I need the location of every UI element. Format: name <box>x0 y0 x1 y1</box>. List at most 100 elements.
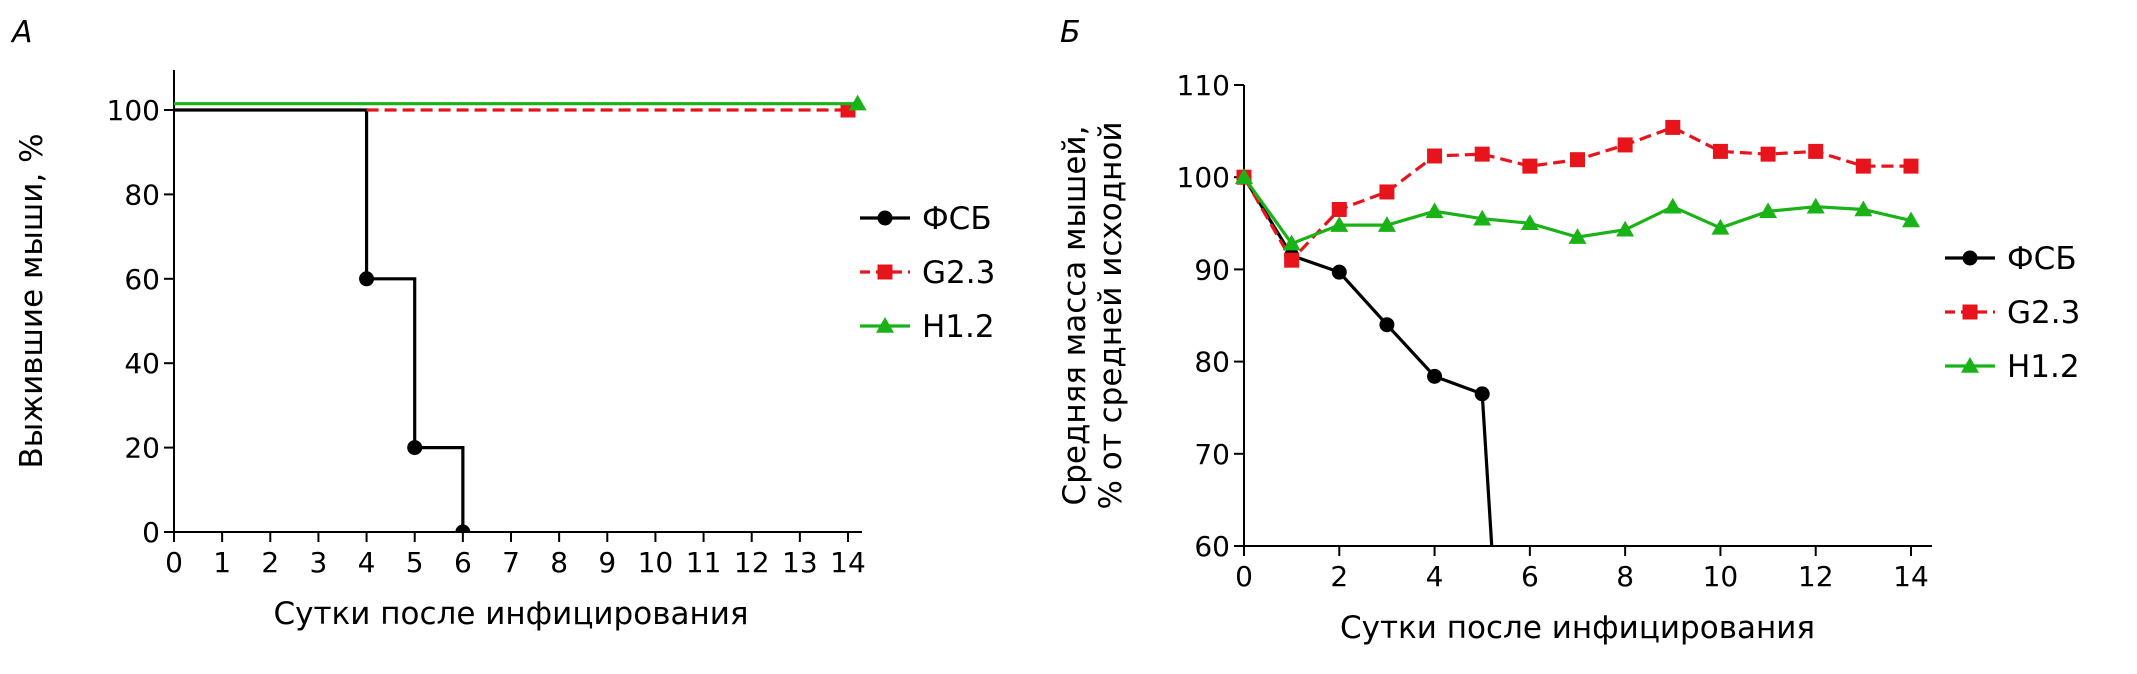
data-point <box>1425 202 1444 219</box>
data-point <box>1663 197 1682 214</box>
y-tick-label: 60 <box>1194 530 1230 563</box>
x-tick-label: 6 <box>1521 560 1539 593</box>
data-point <box>407 440 423 456</box>
x-tick-label: 2 <box>261 546 279 579</box>
data-point <box>1427 368 1443 384</box>
data-point <box>1331 264 1347 280</box>
y-tick-label: 90 <box>1194 253 1230 286</box>
legend-label: G2.3 <box>2007 295 2080 331</box>
series-line-ФСБ <box>174 108 465 532</box>
data-point <box>1473 209 1492 226</box>
data-point <box>1568 228 1587 244</box>
data-point <box>848 94 867 111</box>
x-tick-label: 9 <box>598 546 616 579</box>
data-point <box>1331 201 1347 217</box>
panel-b-weight-chart: Б 60 70 80 90 100 110 0 2 4 6 8 10 12 14 Сутки после ин… <box>1057 15 2080 646</box>
legend-marker <box>876 317 894 333</box>
y-tick-label: 110 <box>1177 69 1230 102</box>
data-point <box>1616 220 1635 237</box>
series-line-ФСБ <box>1242 176 1494 546</box>
data-point <box>1855 158 1871 174</box>
data-point <box>1522 158 1538 174</box>
plot-area <box>174 94 867 532</box>
data-point <box>1806 197 1825 214</box>
data-point <box>1665 119 1681 135</box>
x-tick-label: 3 <box>310 546 328 579</box>
y-tick-label: 20 <box>124 432 160 465</box>
data-point <box>1427 148 1443 164</box>
x-tick-label: 6 <box>454 546 472 579</box>
data-point <box>1520 214 1539 231</box>
x-tick-label: 2 <box>1330 560 1348 593</box>
x-tick-label: 12 <box>1798 560 1834 593</box>
data-point <box>1711 218 1730 235</box>
data-point <box>1903 158 1919 174</box>
data-point <box>1474 146 1490 162</box>
y-tick-label: 70 <box>1194 438 1230 471</box>
x-axis-label: Сутки после инфицирования <box>273 596 748 632</box>
x-tick-label: 8 <box>1616 560 1634 593</box>
legend-label: H1.2 <box>2007 349 2080 385</box>
data-point <box>1330 216 1349 232</box>
x-tick-label: 4 <box>1426 560 1444 593</box>
data-point <box>1808 143 1824 159</box>
legend-marker <box>1962 304 1978 320</box>
x-tick-label: 12 <box>734 546 770 579</box>
y-tick-label: 100 <box>107 94 160 127</box>
x-tick-label: 10 <box>1703 560 1739 593</box>
data-point <box>1474 386 1490 402</box>
panel-label: Б <box>1060 15 1081 50</box>
data-point <box>1617 137 1633 153</box>
y-axis-label-line: Средняя масса мышей, <box>1057 126 1093 506</box>
legend-entry: G2.3 <box>1945 295 2080 331</box>
x-tick-label: 7 <box>502 546 520 579</box>
data-point <box>1712 143 1728 159</box>
x-tick-label: 5 <box>406 546 424 579</box>
data-point <box>455 524 471 532</box>
legend-label: ФСБ <box>922 201 992 237</box>
legend-marker <box>1962 250 1978 266</box>
legend-label: ФСБ <box>2007 241 2077 277</box>
data-point <box>1760 146 1776 162</box>
data-point <box>1284 252 1300 268</box>
legend-entry: ФСБ <box>1945 241 2077 277</box>
y-tick-label: 80 <box>124 178 160 211</box>
data-point <box>1902 211 1920 228</box>
x-tick-label: 0 <box>1235 560 1253 593</box>
legend-entry: H1.2 <box>1945 349 2080 385</box>
legend-marker <box>1961 357 1979 373</box>
x-tick-label: 13 <box>782 546 818 579</box>
data-point <box>1377 216 1396 232</box>
y-tick-label: 40 <box>124 347 160 380</box>
x-tick-label: 1 <box>213 546 231 579</box>
y-tick-label: 100 <box>1177 161 1230 194</box>
y-axis-label: Выжившие мыши, % <box>14 133 50 468</box>
data-point <box>1759 202 1778 219</box>
x-tick-label: 14 <box>830 546 866 579</box>
legend-entry: G2.3 <box>860 255 995 291</box>
legend-entry: ФСБ <box>860 201 992 237</box>
y-tick-label: 0 <box>142 516 160 549</box>
x-tick-label: 0 <box>165 546 183 579</box>
x-tick-label: 10 <box>638 546 674 579</box>
panel-label: А <box>10 15 33 50</box>
data-point <box>1282 234 1301 251</box>
legend-label: H1.2 <box>922 309 995 345</box>
x-tick-label: 14 <box>1893 560 1929 593</box>
x-tick-label: 8 <box>550 546 568 579</box>
x-axis-label: Сутки после инфицирования <box>1340 610 1815 646</box>
data-point <box>1570 152 1585 168</box>
plot-area <box>1235 119 1920 546</box>
y-axis-label-line: % от средней исходной <box>1093 121 1129 509</box>
data-point <box>359 271 375 287</box>
x-tick-label: 11 <box>686 546 722 579</box>
y-tick-label: 60 <box>124 263 160 296</box>
x-tick-label: 4 <box>358 546 376 579</box>
legend-label: G2.3 <box>922 255 995 291</box>
data-point <box>1235 168 1253 184</box>
data-point <box>1854 200 1873 217</box>
data-point <box>1379 184 1395 200</box>
legend-marker <box>877 264 893 280</box>
